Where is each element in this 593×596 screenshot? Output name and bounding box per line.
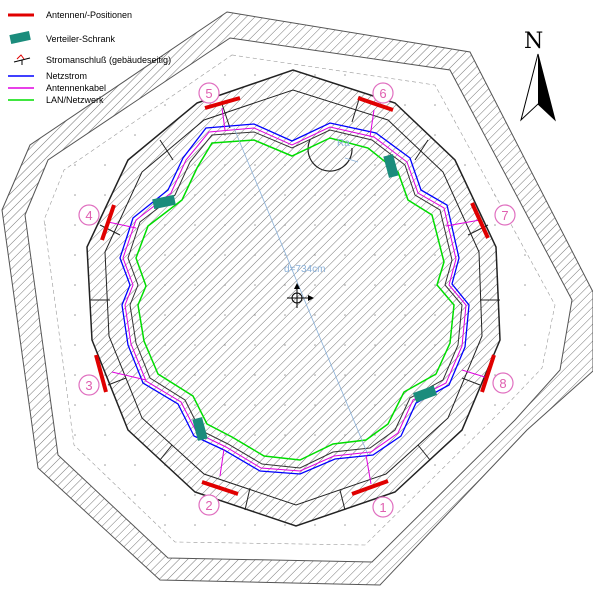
legend-cabinet-label: Verteiler-Schrank [46,34,116,44]
arc-label: Ra [337,138,350,149]
position-8: 8 [492,372,514,394]
antenna-3 [94,354,108,393]
legend-antennenkabel-label: Antennenkabel [46,83,106,93]
cabinet [192,417,208,441]
diameter-dimension: d=734cm Ra [233,127,369,456]
position-markers: 1 2 3 4 5 6 7 8 [78,82,516,518]
antenna-positions [94,96,496,496]
inner-room [127,129,463,469]
legend: Antennen/-Positionen Verteiler-Schrank S… [8,10,171,105]
legend-antenna-label: Antennen/-Positionen [46,10,132,20]
antenna-cable [122,126,467,472]
legend-power-connection-label: Stromanschluß (gebäudeseitig) [46,55,171,65]
cabinet [152,194,176,210]
position-3: 3 [78,374,100,396]
legend-lan-label: LAN/Netzwerk [46,95,104,105]
svg-text:6: 6 [379,86,386,101]
svg-text:7: 7 [501,208,508,223]
legend-netzstrom-label: Netzstrom [46,71,87,81]
antenna-5 [204,96,241,110]
legend-cabinet-swatch [9,31,31,44]
cabinet [412,385,438,403]
cabinet [383,154,399,178]
svg-text:8: 8 [499,376,506,391]
antenna-2 [201,480,239,496]
legend-power-connection-icon [13,54,31,65]
svg-text:3: 3 [85,378,92,393]
position-1: 1 [372,496,394,518]
distribution-cabinets [152,154,438,441]
position-6: 6 [372,82,394,104]
north-label: N [524,29,543,54]
svg-text:2: 2 [205,498,212,513]
center-marker [287,283,314,308]
lan-cable [135,137,455,461]
diameter-label: d=734cm [284,264,325,275]
position-7: 7 [494,204,516,226]
antenna-1 [351,479,389,496]
cable-runs [107,107,489,485]
position-4: 4 [78,204,100,226]
svg-text:4: 4 [85,208,92,223]
svg-text:1: 1 [379,500,386,515]
position-2: 2 [198,494,220,516]
antenna-6 [357,96,394,112]
svg-text:5: 5 [205,86,212,101]
position-5: 5 [198,82,220,104]
antenna-8 [480,354,496,393]
antenna-4 [100,204,116,241]
power-cable [119,122,470,475]
antenna-7 [470,202,490,239]
north-arrow: N [520,29,556,122]
